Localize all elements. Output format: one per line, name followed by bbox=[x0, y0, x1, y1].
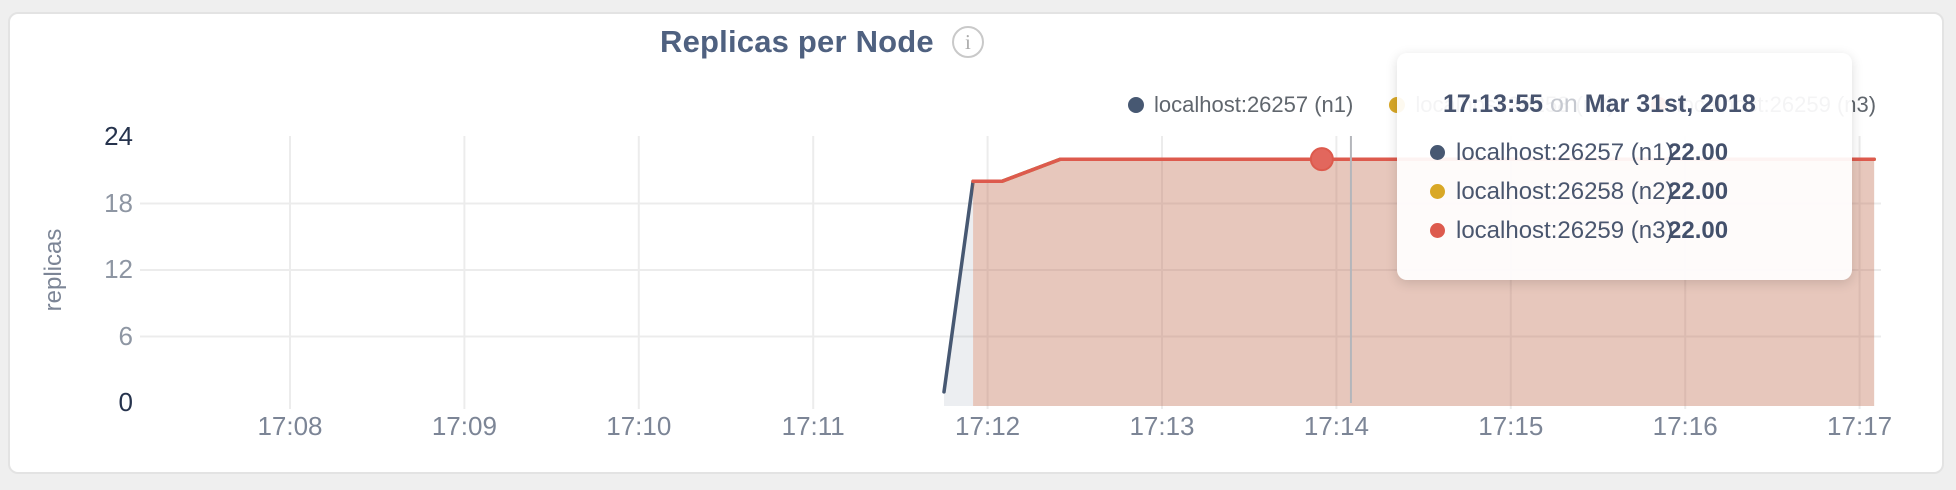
chart-header: Replicas per Node i bbox=[660, 24, 984, 60]
chart-tooltip: 17:13:55 on Mar 31st, 2018 localhost:262… bbox=[1397, 53, 1852, 280]
tooltip-series-value: 22.00 bbox=[1668, 177, 1729, 205]
tooltip-row: localhost:26257 (n1) 22.00 bbox=[1430, 133, 1852, 172]
tooltip-row: localhost:26258 (n2) 22.00 bbox=[1430, 172, 1852, 211]
tooltip-series-name: localhost:26259 (n3) bbox=[1456, 216, 1674, 244]
tooltip-time: 17:13:55 bbox=[1443, 90, 1544, 118]
tooltip-series-dot-icon bbox=[1430, 145, 1445, 160]
tooltip-series-dot-icon bbox=[1430, 184, 1445, 199]
tooltip-connector: on bbox=[1550, 90, 1578, 118]
tooltip-rows: localhost:26257 (n1) 22.00 localhost:26258… bbox=[1430, 133, 1852, 250]
info-icon[interactable]: i bbox=[951, 26, 984, 58]
tooltip-series-name: localhost:26258 (n2) bbox=[1456, 177, 1674, 205]
page-title: Replicas per Node bbox=[660, 24, 934, 59]
tooltip-series-dot-icon bbox=[1430, 223, 1445, 238]
tooltip-row: localhost:26259 (n3) 22.00 bbox=[1430, 211, 1852, 250]
tooltip-series-value: 22.00 bbox=[1668, 138, 1729, 166]
tooltip-series-value: 22.00 bbox=[1668, 216, 1729, 244]
info-icon-glyph: i bbox=[964, 29, 971, 54]
tooltip-title: 17:13:55 on Mar 31st, 2018 bbox=[1443, 90, 1852, 119]
tooltip-series-name: localhost:26257 (n1) bbox=[1456, 138, 1674, 166]
hover-point bbox=[1309, 147, 1334, 172]
legend-item[interactable]: localhost:26257 (n1) bbox=[1128, 92, 1353, 118]
legend-item-label: localhost:26257 (n1) bbox=[1154, 92, 1354, 117]
tooltip-date: Mar 31st, 2018 bbox=[1584, 90, 1756, 118]
legend-dot-icon bbox=[1128, 97, 1144, 113]
